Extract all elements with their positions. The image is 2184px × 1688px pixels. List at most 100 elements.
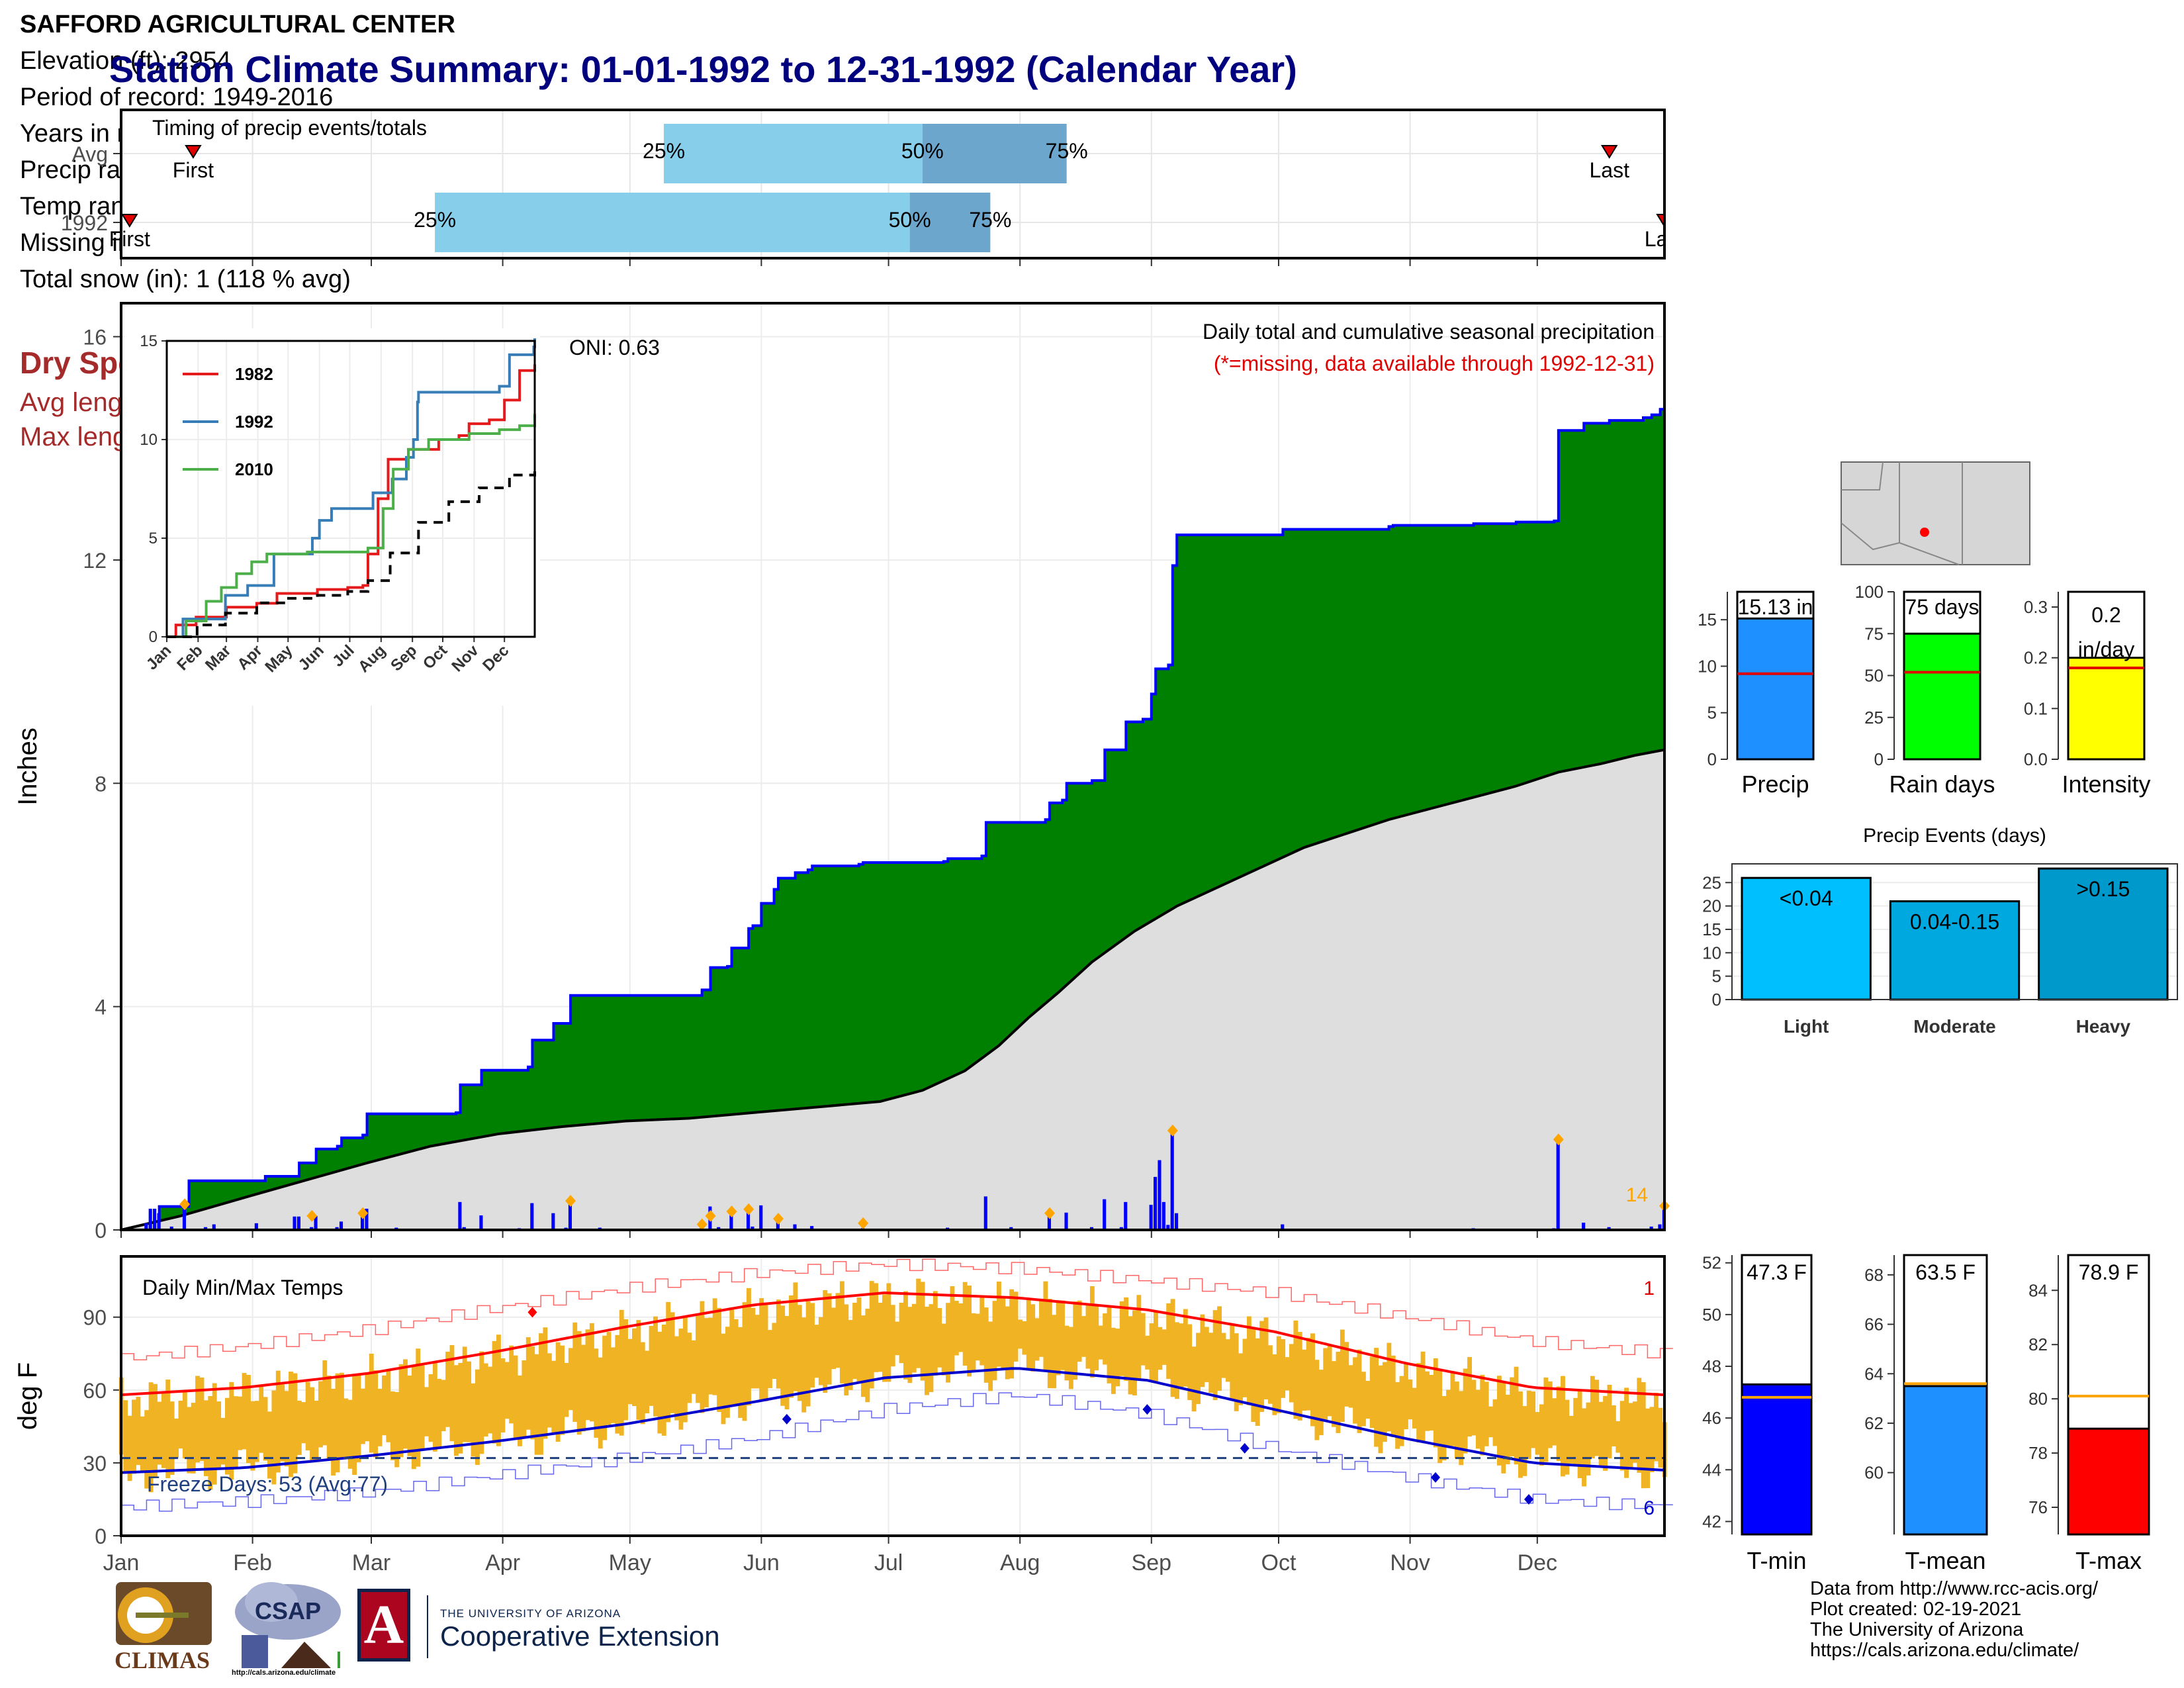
daily-temp-bar [602, 1335, 608, 1440]
daily-temp-bar [1420, 1351, 1426, 1442]
daily-temp-bar [636, 1320, 641, 1420]
daily-temp-bar [1267, 1345, 1273, 1404]
credit-line: The University of Arizona [1810, 1619, 2024, 1640]
daily-temp-bar [1565, 1399, 1570, 1475]
credits: Data from http://www.rcc-acis.org/ Plot … [1810, 1579, 2098, 1661]
daily-temp-bar [1081, 1316, 1086, 1357]
climas-logo: CLIMAS [109, 1579, 215, 1678]
daily-temp-bar [903, 1291, 908, 1380]
events-y-tick-label: 0 [1712, 990, 1721, 1009]
daily-temp-bar [1408, 1379, 1413, 1420]
credit-line: https://cals.arizona.edu/climate/ [1810, 1640, 2079, 1661]
daily-temp-bar [398, 1364, 404, 1458]
avg-min-line [120, 1367, 1665, 1474]
daily-temp-bar [640, 1342, 645, 1425]
daily-temp-bar [339, 1372, 344, 1460]
month-label: Jul [874, 1550, 903, 1575]
daily-temp-bar [1293, 1320, 1298, 1419]
temp-summary-1-y-tick-label: 66 [1864, 1315, 1884, 1335]
daily-temp-bar [1314, 1360, 1320, 1440]
daily-temp-bar [280, 1384, 285, 1462]
daily-precip-bar [1158, 1160, 1161, 1230]
daily-temp-bar [1615, 1421, 1621, 1453]
precip-summary-0-y-tick-label: 15 [1698, 610, 1717, 630]
daily-temp-bar [1628, 1403, 1633, 1470]
daily-temp-bar [1637, 1378, 1642, 1473]
daily-temp-bar [1348, 1365, 1353, 1408]
daily-temp-bar [449, 1345, 455, 1442]
daily-temp-bar [1255, 1338, 1260, 1426]
daily-temp-bar [1510, 1377, 1515, 1456]
record-low-marker [1142, 1404, 1152, 1415]
daily-precip-bar [1556, 1139, 1560, 1230]
daily-precip-bar [310, 1227, 314, 1230]
daily-temp-bar [356, 1374, 361, 1462]
daily-temp-bar [789, 1295, 794, 1398]
daily-temp-bar [1276, 1336, 1281, 1413]
climas-logo-text: CLIMAS [114, 1647, 210, 1673]
daily-temp-bar [1649, 1407, 1655, 1472]
big-event-marker [773, 1213, 784, 1225]
daily-temp-bar [1323, 1348, 1328, 1421]
temp-summary-2-y-tick-label: 80 [2028, 1389, 2048, 1409]
daily-temp-bar [1619, 1401, 1625, 1471]
daily-precip-bar [793, 1224, 797, 1230]
ua-logo-letter: A [363, 1594, 404, 1656]
daily-temp-bar [123, 1400, 128, 1472]
daily-temp-bar [522, 1360, 527, 1437]
timing-title: Timing of precip events/totals [152, 116, 427, 140]
cumulative-avg-line [120, 748, 1665, 1231]
daily-temp-bar [674, 1336, 679, 1421]
daily-temp-bar [1353, 1357, 1358, 1424]
location-map-bg [1841, 461, 2030, 565]
daily-temp-bar [1547, 1381, 1553, 1448]
daily-temp-bar [386, 1370, 391, 1442]
daily-temp-bar [1577, 1391, 1582, 1479]
daily-temp-bar [589, 1323, 594, 1422]
temp-summary-2-label: T-max [2075, 1547, 2142, 1574]
daily-temp-bar [572, 1322, 578, 1422]
daily-temp-bar [860, 1315, 866, 1397]
daily-temp-bar [941, 1323, 946, 1376]
daily-temp-bar [420, 1365, 425, 1449]
ua-logo-big-text: Cooperative Extension [440, 1620, 720, 1652]
daily-temp-bar [1145, 1335, 1150, 1370]
daily-temp-bar [1094, 1305, 1099, 1371]
daily-temp-bar [1212, 1310, 1218, 1401]
precip-summary-1-y-tick-label: 75 [1864, 624, 1884, 643]
daily-temp-bar [1582, 1408, 1586, 1487]
temp-summary-1-value-label: 63.5 F [1915, 1260, 1976, 1284]
daily-temp-bar [153, 1383, 158, 1478]
daily-temp-bar [1454, 1382, 1459, 1459]
daily-temp-bar [933, 1291, 938, 1376]
daily-temp-bar [259, 1385, 264, 1453]
daily-precip-bar [1089, 1227, 1094, 1230]
temp-summary-2-y-tick-label: 76 [2028, 1497, 2048, 1517]
timing-pct-label: 50% [901, 139, 944, 163]
temp-summary-2-y-tick-label: 78 [2028, 1443, 2048, 1463]
daily-temp-bar [979, 1297, 985, 1366]
daily-temp-bar [212, 1383, 217, 1485]
daily-temp-bar [445, 1351, 451, 1427]
daily-temp-bar [1475, 1389, 1480, 1449]
daily-precip-bar [810, 1226, 814, 1230]
temp-summary-0-y-tick-label: 42 [1702, 1511, 1721, 1531]
daily-temp-bar [229, 1382, 234, 1480]
daily-temp-bar [191, 1403, 196, 1474]
big-event-marker [179, 1198, 191, 1211]
daily-temp-bar [1297, 1332, 1302, 1421]
daily-temp-bar [1318, 1370, 1324, 1436]
big-event-marker [357, 1207, 369, 1219]
daily-temp-bar [1166, 1303, 1171, 1380]
daily-precip-bar [1124, 1201, 1128, 1230]
daily-temp-bar [1039, 1300, 1044, 1357]
daily-temp-bar [1404, 1363, 1408, 1430]
daily-temp-bar [1124, 1297, 1129, 1381]
daily-temp-bar [250, 1401, 255, 1471]
daily-precip-bar [212, 1224, 216, 1230]
daily-temp-bar [1561, 1376, 1565, 1477]
inset-legend-label: 1992 [235, 412, 273, 432]
daily-temp-bar [1344, 1342, 1349, 1407]
daily-temp-bar [1607, 1384, 1612, 1459]
daily-temp-bar [678, 1329, 684, 1430]
